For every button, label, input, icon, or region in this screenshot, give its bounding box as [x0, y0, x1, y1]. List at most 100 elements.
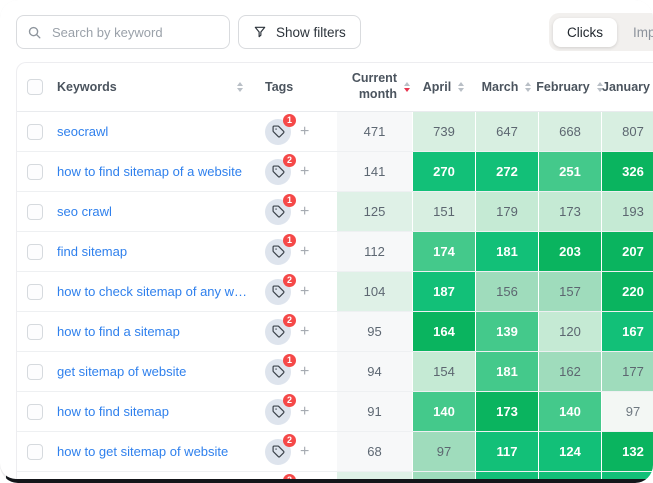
- current-month-value: 104: [337, 272, 412, 311]
- row-checkbox[interactable]: [27, 123, 43, 140]
- keyword-link[interactable]: how to find a sitemap: [57, 324, 180, 339]
- toggle-impressions[interactable]: Impressions: [633, 24, 653, 40]
- keyword-link[interactable]: how to check sitemap of any website: [57, 284, 253, 299]
- tag-count-badge: 1: [283, 233, 296, 247]
- tag-chip[interactable]: 2: [265, 313, 296, 345]
- sort-icon-april[interactable]: [458, 81, 465, 93]
- heatmap-cell: 179: [475, 192, 538, 231]
- keyword-link[interactable]: seo crawl: [57, 204, 112, 219]
- heatmap-cell: 132: [601, 432, 653, 471]
- toggle-clicks[interactable]: Clicks: [553, 17, 617, 47]
- keyword-link[interactable]: find sitemap: [57, 244, 128, 259]
- add-tag-button[interactable]: +: [300, 442, 310, 460]
- tag-icon: [271, 405, 285, 418]
- header-month-april[interactable]: April: [412, 80, 475, 94]
- row-checkbox[interactable]: [27, 323, 43, 340]
- add-tag-button[interactable]: +: [300, 242, 310, 260]
- table-row: how to find a sitemap 2 +95 164 139 120 167: [17, 312, 653, 352]
- header-current-month[interactable]: Current month: [337, 71, 412, 102]
- filter-funnel-icon: [253, 25, 267, 39]
- keyword-link[interactable]: how to find sitemap: [57, 404, 170, 419]
- heatmap-cell: [601, 472, 653, 479]
- tag-chip[interactable]: 1: [265, 113, 296, 145]
- tag-chip[interactable]: 2: [265, 273, 296, 305]
- keyword-link[interactable]: seocrawl: [57, 124, 109, 139]
- add-tag-button[interactable]: +: [300, 322, 310, 340]
- table-row: how to check sitemap of any website 2 +104…: [17, 272, 653, 312]
- heatmap-cell: 668: [538, 112, 601, 151]
- current-month-value: 91: [337, 392, 412, 431]
- table-row: 2+: [17, 472, 653, 479]
- show-filters-button[interactable]: Show filters: [238, 15, 361, 49]
- add-tag-button[interactable]: +: [300, 162, 310, 180]
- table-row: get sitemap of website 1 +94 154 181 162 177: [17, 352, 653, 392]
- tag-chip[interactable]: 2: [265, 393, 296, 425]
- tag-icon: [271, 325, 285, 338]
- header-month-january[interactable]: January: [602, 80, 650, 94]
- heatmap-cell: 151: [412, 192, 475, 231]
- heatmap-cell: 173: [538, 192, 601, 231]
- tag-chip[interactable]: 2: [265, 153, 296, 185]
- table-row: seo crawl 1 +125 151 179 173 193: [17, 192, 653, 232]
- sort-icon-february[interactable]: [596, 81, 603, 93]
- keyword-link[interactable]: get sitemap of website: [57, 364, 187, 379]
- heatmap-cell: 139: [475, 312, 538, 351]
- header-month-march[interactable]: March: [475, 80, 538, 94]
- heatmap-cell: 117: [475, 432, 538, 471]
- tag-chip[interactable]: 2: [265, 473, 296, 479]
- heatmap-cell: [412, 472, 475, 479]
- row-checkbox[interactable]: [27, 363, 43, 380]
- current-month-value: 68: [337, 432, 412, 471]
- table-row: seocrawl 1 +471 739 647 668 807: [17, 112, 653, 152]
- heatmap-cell: 177: [601, 352, 653, 391]
- heatmap-cell: 739: [412, 112, 475, 151]
- tag-chip[interactable]: 1: [265, 193, 296, 225]
- heatmap-cell: 203: [538, 232, 601, 271]
- sort-icon-current-month[interactable]: [404, 81, 410, 93]
- tag-count-badge: 2: [283, 153, 296, 167]
- row-checkbox[interactable]: [27, 243, 43, 260]
- table-row: how to find sitemap 2 +91 140 173 140 97: [17, 392, 653, 432]
- add-tag-button[interactable]: +: [300, 362, 310, 380]
- sort-icon-keywords[interactable]: [237, 81, 243, 93]
- row-checkbox[interactable]: [27, 163, 43, 180]
- header-keywords[interactable]: Keywords: [53, 80, 253, 94]
- add-tag-button[interactable]: +: [300, 122, 310, 140]
- heatmap-cell: 97: [601, 392, 653, 431]
- search-input[interactable]: [50, 23, 230, 41]
- select-all-checkbox[interactable]: [27, 79, 43, 95]
- add-tag-button[interactable]: +: [300, 202, 310, 220]
- sort-icon-march[interactable]: [525, 81, 532, 93]
- heatmap-cell: [475, 472, 538, 479]
- row-checkbox[interactable]: [27, 203, 43, 220]
- heatmap-cell: 120: [538, 312, 601, 351]
- row-checkbox[interactable]: [27, 443, 43, 460]
- keyword-link[interactable]: how to find sitemap of a website: [57, 164, 242, 179]
- row-checkbox[interactable]: [27, 403, 43, 420]
- tag-chip[interactable]: 1: [265, 233, 296, 265]
- show-filters-label: Show filters: [276, 24, 346, 40]
- current-month-value: 471: [337, 112, 412, 151]
- tag-icon: [271, 245, 285, 258]
- heatmap-cell: 167: [601, 312, 653, 351]
- heatmap-cell: 140: [538, 392, 601, 431]
- add-tag-button[interactable]: +: [300, 282, 310, 300]
- keyword-link[interactable]: how to get sitemap of website: [57, 444, 229, 459]
- heatmap-cell: 181: [475, 232, 538, 271]
- row-checkbox[interactable]: [27, 283, 43, 300]
- tag-chip[interactable]: 2: [265, 433, 296, 465]
- heatmap-cell: 156: [475, 272, 538, 311]
- heatmap-cell: 157: [538, 272, 601, 311]
- add-tag-button[interactable]: +: [300, 402, 310, 420]
- header-month-february[interactable]: February: [536, 80, 603, 94]
- current-month-value: 95: [337, 312, 412, 351]
- keywords-table: Keywords Tags Current month April: [16, 62, 653, 479]
- heatmap-cell: 187: [412, 272, 475, 311]
- heatmap-cell: 272: [475, 152, 538, 191]
- heatmap-cell: 807: [601, 112, 653, 151]
- tag-count-badge: 1: [283, 353, 296, 367]
- table-row: how to find sitemap of a website 2 +141 270…: [17, 152, 653, 192]
- heatmap-cell: 162: [538, 352, 601, 391]
- tag-chip[interactable]: 1: [265, 353, 296, 385]
